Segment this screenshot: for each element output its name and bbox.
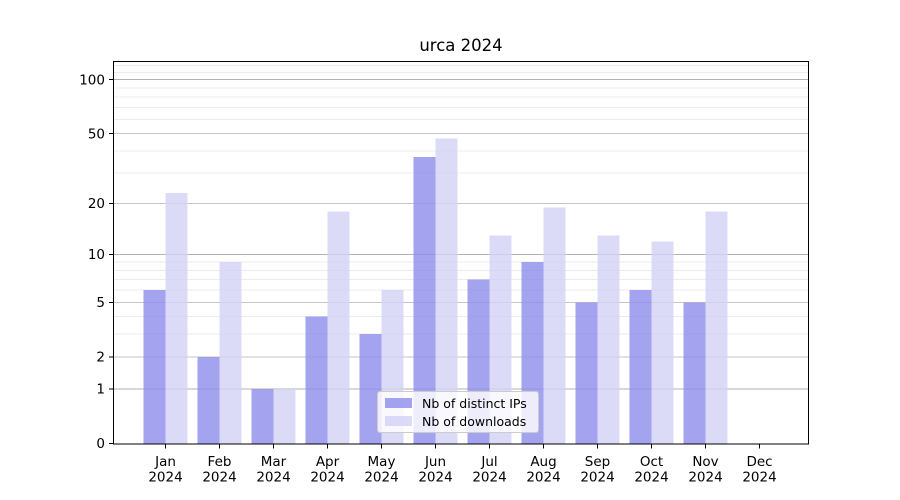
bar-distinct-ips	[413, 156, 436, 444]
y-tick-label: 0	[96, 436, 105, 452]
x-tick-label-year: 2024	[742, 470, 776, 486]
y-tick-label: 10	[88, 247, 105, 263]
bar-distinct-ips	[143, 290, 166, 444]
legend-label-downloads: Nb of downloads	[422, 413, 527, 429]
x-tick-label-year: 2024	[472, 470, 506, 486]
bar-downloads	[165, 192, 188, 444]
bar-downloads	[219, 262, 242, 444]
x-tick-label-year: 2024	[688, 470, 722, 486]
chart-title: urca 2024	[419, 36, 503, 55]
x-tick-label-month: Aug	[530, 454, 556, 470]
legend-label-ips: Nb of distinct IPs	[422, 395, 527, 411]
x-tick-label-month: Jan	[154, 454, 176, 470]
x-tick-label-month: Dec	[746, 454, 772, 470]
x-tick-label-year: 2024	[634, 470, 668, 486]
y-tick-label: 50	[88, 126, 105, 142]
legend-swatch-downloads-icon	[385, 416, 412, 426]
x-tick-label-year: 2024	[580, 470, 614, 486]
legend-item-downloads: Nb of downloads	[385, 414, 538, 429]
x-tick-label-year: 2024	[256, 470, 290, 486]
x-tick-label-year: 2024	[526, 470, 560, 486]
x-tick-label-month: Oct	[640, 454, 663, 470]
bar-downloads	[327, 211, 350, 444]
x-tick-label-year: 2024	[310, 470, 344, 486]
legend-item-ips: Nb of distinct IPs	[385, 396, 538, 411]
bar-distinct-ips	[629, 290, 652, 444]
x-tick-label-month: Nov	[692, 454, 718, 470]
x-tick-label-month: Mar	[261, 454, 287, 470]
x-tick-label-month: Sep	[585, 454, 610, 470]
bar-distinct-ips	[575, 302, 598, 444]
x-tick-label-month: Feb	[208, 454, 232, 470]
bar-downloads	[651, 241, 674, 444]
bar-distinct-ips	[197, 356, 220, 444]
bar-downloads	[705, 211, 728, 444]
bar-distinct-ips	[305, 316, 328, 444]
x-tick-label-year: 2024	[364, 470, 398, 486]
legend: Nb of distinct IPs Nb of downloads	[377, 391, 539, 433]
y-tick-label: 100	[79, 72, 105, 88]
y-tick-label: 20	[88, 196, 105, 212]
bar-downloads	[597, 235, 620, 444]
y-tick-label: 2	[96, 350, 105, 366]
x-tick-label-month: Apr	[316, 454, 340, 470]
bar-downloads	[543, 207, 566, 444]
y-tick-label: 1	[96, 382, 105, 398]
plot-border	[113, 61, 809, 445]
bar-distinct-ips	[359, 334, 382, 444]
x-tick-label-year: 2024	[148, 470, 182, 486]
x-tick-label-month: Jun	[424, 454, 446, 470]
y-tick-label: 5	[96, 295, 105, 311]
x-tick-label-year: 2024	[202, 470, 236, 486]
bar-distinct-ips	[251, 388, 274, 444]
legend-swatch-ips-icon	[385, 398, 412, 408]
bar-distinct-ips	[683, 302, 706, 444]
x-tick-label-month: May	[368, 454, 396, 470]
x-tick-label-month: Jul	[480, 454, 497, 470]
x-tick-label-year: 2024	[418, 470, 452, 486]
bar-downloads	[435, 138, 458, 444]
bar-downloads	[273, 388, 296, 444]
